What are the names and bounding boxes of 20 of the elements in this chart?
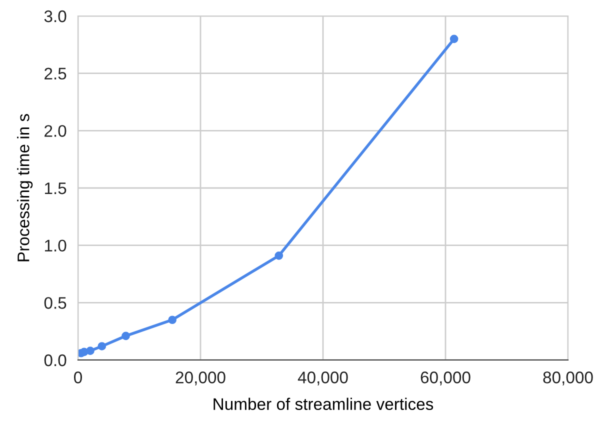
point bbox=[168, 316, 176, 324]
x-tick-label: 60,000 bbox=[420, 372, 470, 386]
point bbox=[98, 342, 106, 350]
point bbox=[274, 251, 284, 260]
point bbox=[122, 332, 130, 340]
point bbox=[86, 346, 94, 355]
x-axis-title: Number of streamline vertices bbox=[214, 398, 434, 410]
x-tick-label: 40,000 bbox=[298, 372, 348, 386]
y-tick-label: 3.0 bbox=[44, 10, 66, 22]
y-tick-label: 0.0 bbox=[44, 354, 66, 366]
y-tick-label: 1.5 bbox=[44, 182, 66, 194]
y-tick-label: 2.0 bbox=[44, 125, 66, 137]
point bbox=[450, 34, 458, 44]
y-tick-label: 0.5 bbox=[44, 297, 66, 309]
y-axis-title: Processing time in s bbox=[17, 114, 33, 262]
y-tick-label: 2.5 bbox=[44, 68, 66, 80]
x-tick-label: 20,000 bbox=[176, 372, 226, 386]
x-tick-label: 0 bbox=[74, 372, 82, 384]
y-tick-label: 1.0 bbox=[44, 240, 66, 252]
x-tick-label: 80,000 bbox=[543, 372, 593, 386]
